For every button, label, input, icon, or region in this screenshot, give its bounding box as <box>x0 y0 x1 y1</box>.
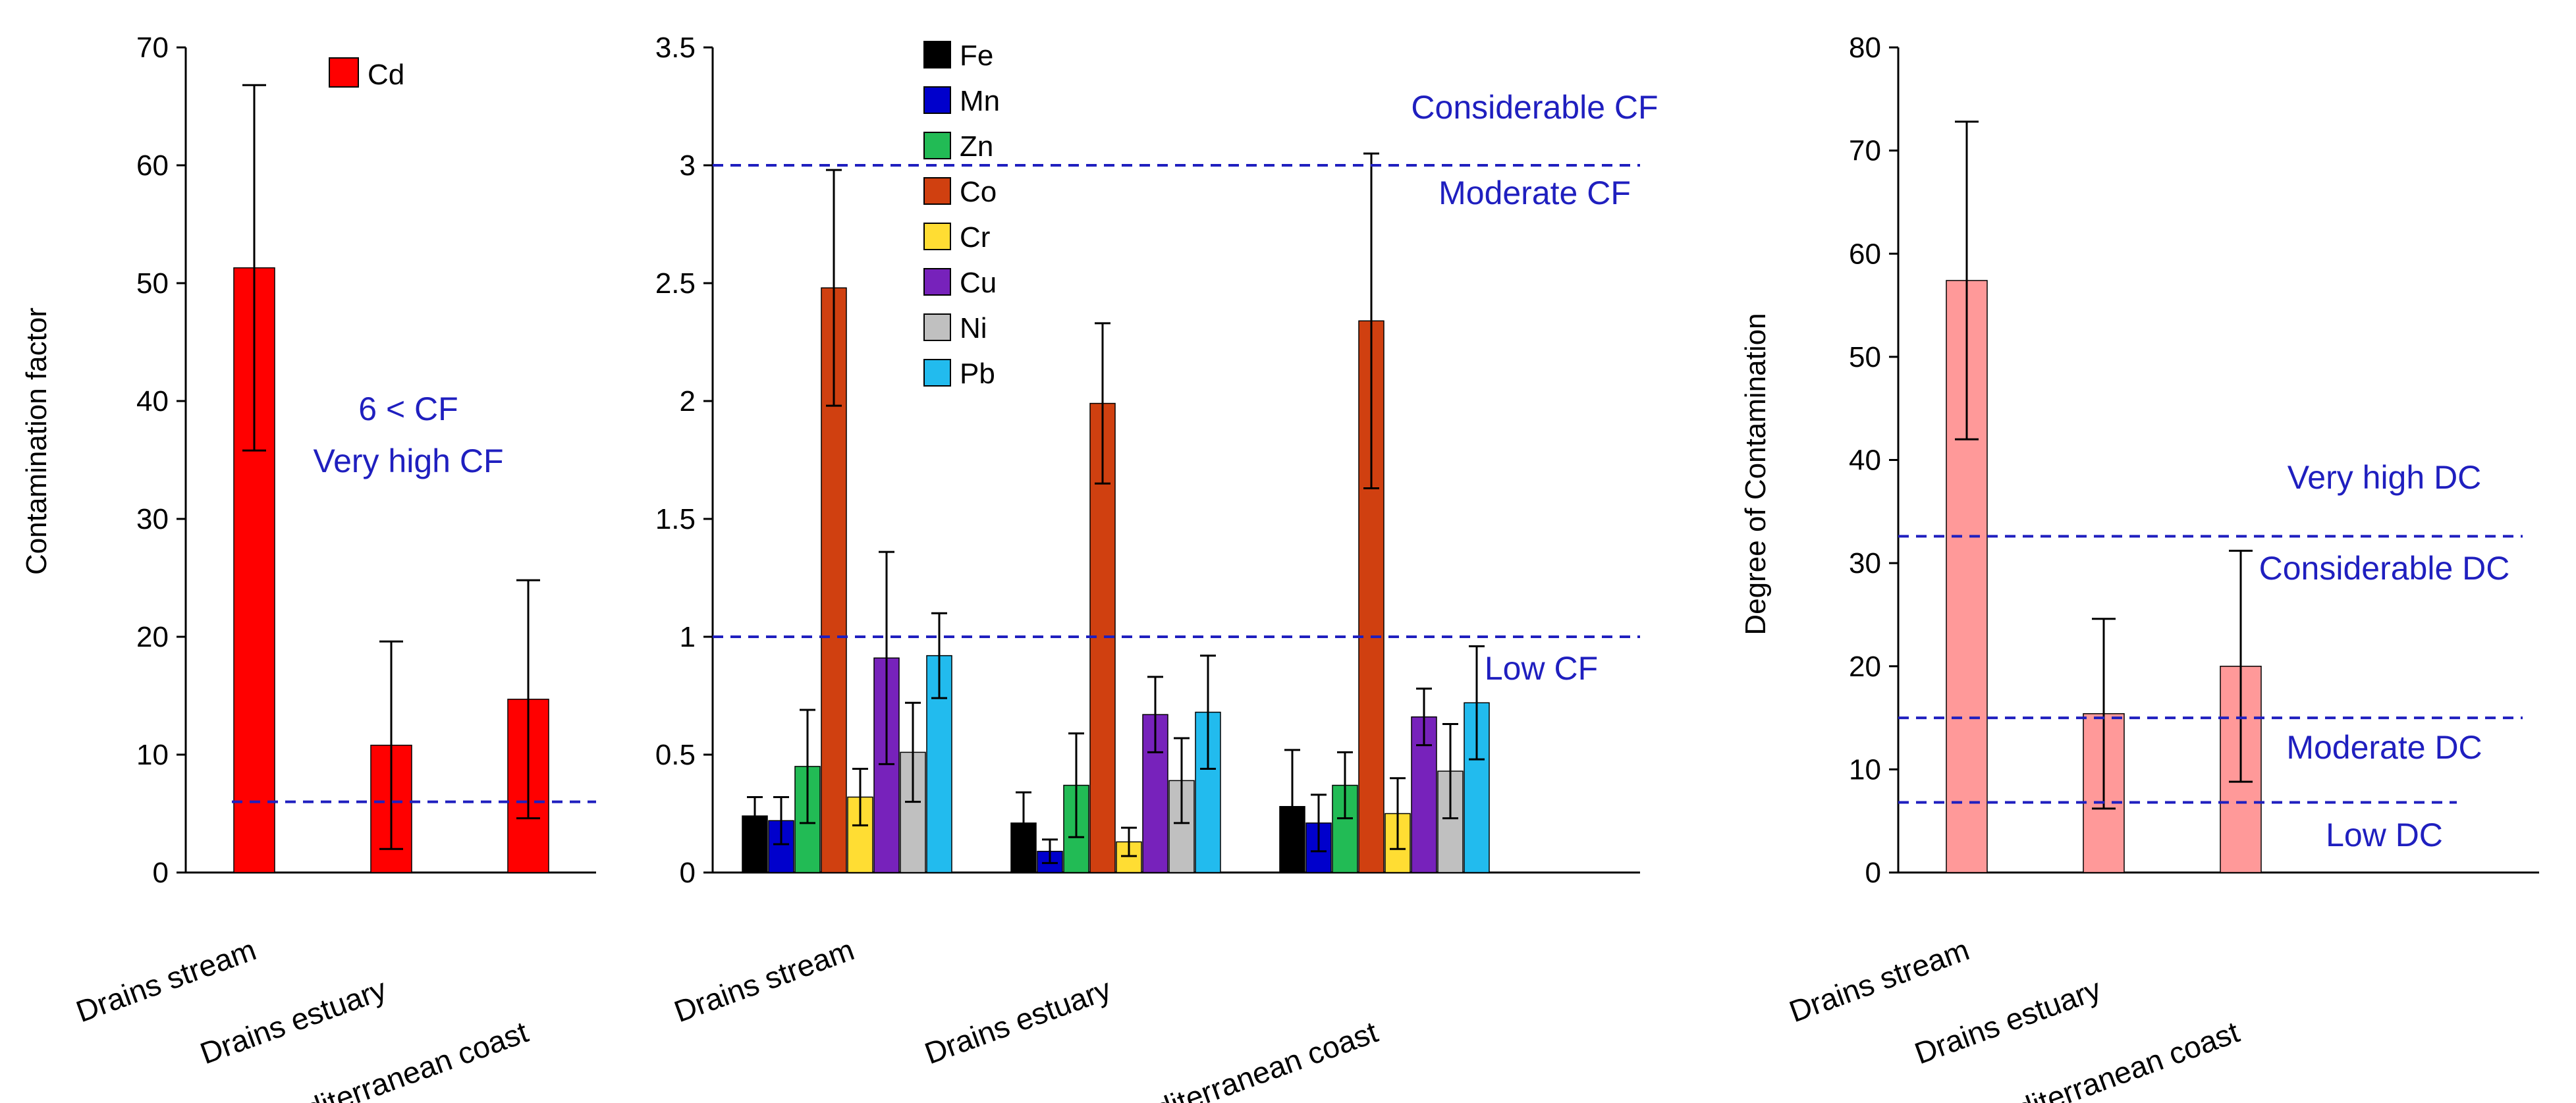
threshold-annotation: Low CF <box>1485 650 1598 687</box>
threshold-annotation: Moderate DC <box>2286 729 2482 766</box>
threshold-annotation: Considerable CF <box>1411 89 1658 126</box>
y-tick-label: 0 <box>1865 857 1881 889</box>
legend-swatch <box>923 223 951 250</box>
y-axis-label: Degree of Contamination <box>1740 313 1772 635</box>
threshold-annotation: Moderate CF <box>1439 175 1631 211</box>
y-tick-label: 0.5 <box>655 739 696 771</box>
y-tick-label: 30 <box>136 503 169 535</box>
y-tick-label: 0 <box>153 857 169 889</box>
legend-swatch <box>923 313 951 341</box>
y-tick-label: 70 <box>1849 135 1881 167</box>
y-tick-label: 80 <box>1849 32 1881 64</box>
chart-metals-contamination-factor: 0 0.5 1 1.5 2 2.5 3 3.5 Drains stream Drains estu… <box>655 32 1658 1103</box>
y-tick-label: 2.5 <box>655 267 696 300</box>
y-tick-label: 20 <box>1849 651 1881 683</box>
y-tick-label: 20 <box>136 621 169 653</box>
legend-label: Mn <box>960 85 1000 117</box>
threshold-annotation: 6 < CF <box>358 390 458 427</box>
legend-label: Cr <box>960 221 990 254</box>
category-label: Mediterranean coast <box>1111 1014 1383 1103</box>
threshold-annotation: Low DC <box>2326 817 2443 853</box>
category-label: Drains stream <box>670 932 859 1029</box>
legend-label: Co <box>960 176 997 208</box>
legend-label: Fe <box>960 40 993 72</box>
y-tick-label: 50 <box>136 267 169 300</box>
chart-cd-contamination-factor: 0 10 20 30 40 50 60 70 Contamination factor Drain… <box>20 32 596 1103</box>
legend-swatch <box>923 86 951 114</box>
y-tick-label: 40 <box>1849 444 1881 477</box>
y-tick-label: 3 <box>680 149 696 182</box>
y-tick-label: 50 <box>1849 341 1881 373</box>
legend-swatch <box>923 359 951 387</box>
legend-label: Zn <box>960 130 993 163</box>
legend-label: Cd <box>368 59 404 91</box>
threshold-annotation: Very high CF <box>313 443 503 479</box>
y-tick-label: 60 <box>136 149 169 182</box>
y-tick-label: 10 <box>136 739 169 771</box>
y-tick-label: 30 <box>1849 547 1881 579</box>
y-tick-label: 60 <box>1849 238 1881 270</box>
y-tick-label: 3.5 <box>655 32 696 64</box>
threshold-annotation: Very high DC <box>2288 459 2482 496</box>
legend-label: Pb <box>960 358 995 390</box>
y-tick-label: 1 <box>680 621 696 653</box>
y-tick-label: 0 <box>680 857 696 889</box>
legend-swatch <box>923 41 951 68</box>
y-tick-label: 40 <box>136 385 169 417</box>
legend-label: Ni <box>960 312 987 344</box>
category-label: Drains estuary <box>196 972 391 1071</box>
y-tick-label: 70 <box>136 32 169 64</box>
category-label: Drains estuary <box>920 972 1115 1071</box>
category-label: Drains stream <box>1785 932 1974 1029</box>
chart-degree-of-contamination: 0 10 20 30 40 50 60 70 80 Degree of Contamination… <box>1740 32 2539 1103</box>
y-tick-label: 1.5 <box>655 503 696 535</box>
legend-label: Cu <box>960 267 997 299</box>
y-axis-label: Contamination factor <box>20 308 53 575</box>
y-tick-label: 2 <box>680 385 696 417</box>
y-tick-label: 10 <box>1849 753 1881 786</box>
legend-swatch <box>329 57 359 88</box>
category-label: Drains stream <box>72 932 261 1029</box>
legend-swatch <box>923 268 951 296</box>
threshold-annotation: Considerable DC <box>2259 550 2510 587</box>
legend-swatch <box>923 132 951 159</box>
category-label: Drains estuary <box>1910 972 2105 1071</box>
legend-swatch <box>923 177 951 205</box>
